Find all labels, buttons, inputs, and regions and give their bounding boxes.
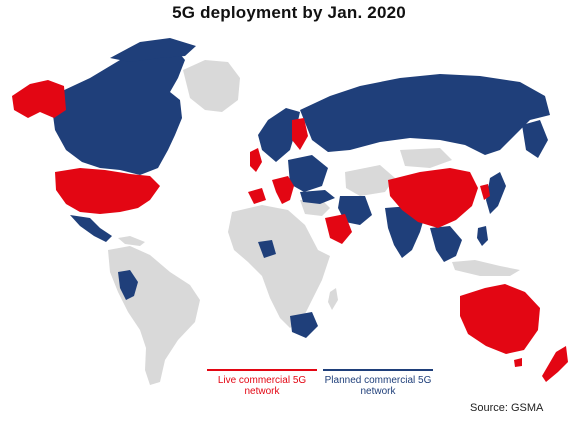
china-region — [388, 168, 478, 228]
source-note: Source: GSMA — [470, 402, 544, 414]
russia-region — [300, 74, 550, 155]
canada-region — [52, 48, 185, 175]
japan-region — [486, 172, 506, 214]
arctic-islands-region — [110, 38, 196, 62]
iceland-region — [183, 60, 240, 112]
central-south-europe-region — [272, 176, 294, 204]
northern-europe-region — [258, 108, 300, 162]
legend-live-label: Live commercial 5G network — [217, 375, 307, 397]
mexico-region — [70, 215, 112, 242]
map-title: 5G deployment by Jan. 2020 — [172, 3, 406, 22]
turkey-region — [300, 190, 335, 204]
madagascar-region — [328, 288, 338, 310]
south-america-region — [108, 246, 200, 385]
spain-region — [248, 188, 266, 204]
uk-region — [250, 148, 262, 172]
central-asia-region — [345, 165, 395, 196]
planned-5g-regions — [52, 38, 550, 338]
new-zealand-region — [542, 346, 568, 382]
mongolia-region — [400, 148, 452, 168]
indonesia-region — [452, 260, 520, 276]
legend-planned: Planned commercial 5G network — [323, 369, 433, 397]
live-5g-regions — [12, 80, 568, 382]
peru-region — [118, 270, 138, 300]
finland-region — [292, 118, 308, 150]
south-africa-region — [290, 312, 318, 338]
australia-region — [460, 284, 540, 354]
southeast-asia-region — [430, 226, 462, 262]
saudi-arabia-region — [325, 214, 352, 244]
alaska-region — [12, 80, 66, 118]
legend-planned-label: Planned commercial 5G network — [324, 375, 432, 397]
legend-planned-line — [323, 369, 433, 371]
united-states-region — [55, 168, 160, 214]
tasmania-region — [514, 358, 522, 367]
south-korea-region — [480, 184, 490, 200]
far-east-region — [522, 120, 548, 158]
nigeria-region — [258, 240, 276, 258]
caribbean-region — [118, 236, 145, 246]
legend-live-line — [207, 369, 317, 371]
legend-live: Live commercial 5G network — [207, 369, 317, 397]
eastern-europe-region — [288, 155, 328, 192]
philippines-region — [477, 226, 488, 246]
africa-region — [228, 205, 330, 328]
iran-region — [338, 196, 372, 225]
